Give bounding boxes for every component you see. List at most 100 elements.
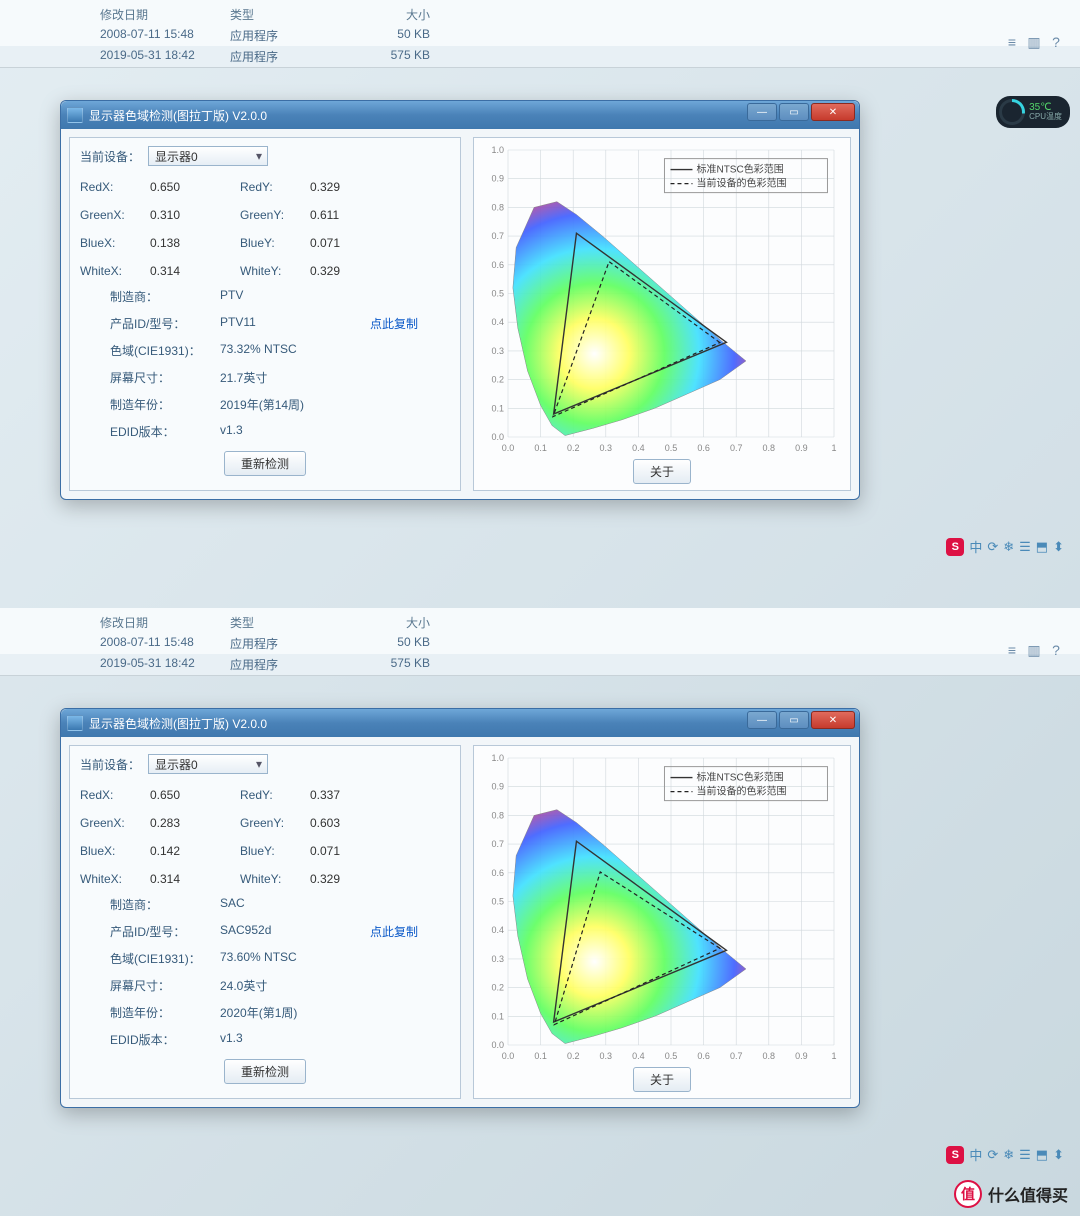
tray-icon[interactable]: 中 <box>969 1145 982 1164</box>
svg-text:0.4: 0.4 <box>491 317 504 327</box>
view-list-icon[interactable]: ≡ <box>1004 642 1020 658</box>
view-grid-icon[interactable]: ▥ <box>1026 34 1042 50</box>
maximize-button[interactable]: ▭ <box>779 103 809 121</box>
label-bluey: BlueY: <box>240 844 310 858</box>
file-row[interactable]: 2019-05-31 18:42 应用程序 575 KB <box>0 654 1080 675</box>
label-redy: RedY: <box>240 180 310 194</box>
file-row[interactable]: 2008-07-11 15:48 应用程序 50 KB <box>0 25 1080 46</box>
value-greenx: 0.283 <box>150 816 240 830</box>
info-pane: 当前设备： 显示器0 RedX: 0.650 RedY: 0.337 Green… <box>69 745 461 1099</box>
label-whitey: WhiteY: <box>240 872 310 886</box>
svg-text:0.1: 0.1 <box>534 1051 547 1061</box>
col-header-date[interactable]: 修改日期 <box>100 6 230 23</box>
label-redx: RedX: <box>80 788 150 802</box>
value-whitey: 0.329 <box>310 264 390 278</box>
file-type: 应用程序 <box>230 27 350 44</box>
sogou-icon[interactable]: S <box>946 538 964 556</box>
device-select[interactable]: 显示器0 <box>148 146 268 166</box>
app-icon <box>67 715 83 731</box>
tray-icon[interactable]: ☰ <box>1019 539 1031 555</box>
svg-text:0.8: 0.8 <box>491 810 504 820</box>
retest-button[interactable]: 重新检测 <box>224 1059 306 1084</box>
window-title: 显示器色域检测(图拉丁版) V2.0.0 <box>89 715 267 732</box>
value-greeny: 0.611 <box>310 208 390 222</box>
label-whitey: WhiteY: <box>240 264 310 278</box>
value-greenx: 0.310 <box>150 208 240 222</box>
label-bluex: BlueX: <box>80 236 150 250</box>
col-header-size[interactable]: 大小 <box>350 614 450 631</box>
tray-icon[interactable]: 中 <box>969 537 982 556</box>
tray-icon[interactable]: ☰ <box>1019 1147 1031 1163</box>
file-row[interactable]: 2019-05-31 18:42 应用程序 575 KB <box>0 46 1080 67</box>
value-redy: 0.337 <box>310 788 390 802</box>
copy-link[interactable]: 点此复制 <box>370 923 450 940</box>
titlebar[interactable]: 显示器色域检测(图拉丁版) V2.0.0 — ▭ ✕ <box>61 709 859 737</box>
svg-text:0.0: 0.0 <box>491 1040 504 1050</box>
svg-text:0.9: 0.9 <box>795 1051 808 1061</box>
tray-icon[interactable]: ❄ <box>1003 539 1014 555</box>
col-header-type[interactable]: 类型 <box>230 614 350 631</box>
svg-text:当前设备的色彩范围: 当前设备的色彩范围 <box>696 785 786 798</box>
help-icon[interactable]: ? <box>1048 34 1064 50</box>
label-redy: RedY: <box>240 788 310 802</box>
tray-icon[interactable]: ⟳ <box>987 1147 998 1163</box>
copy-link[interactable]: 点此复制 <box>370 315 450 332</box>
value-bluex: 0.142 <box>150 844 240 858</box>
tray-icon[interactable]: ⬒ <box>1036 1147 1048 1163</box>
svg-text:0.2: 0.2 <box>567 1051 580 1061</box>
col-header-date[interactable]: 修改日期 <box>100 614 230 631</box>
device-select[interactable]: 显示器0 <box>148 754 268 774</box>
label-bluey: BlueY: <box>240 236 310 250</box>
svg-text:0.8: 0.8 <box>763 443 776 453</box>
label-size: 屏幕尺寸： <box>110 369 220 386</box>
col-header-type[interactable]: 类型 <box>230 6 350 23</box>
tray-icon[interactable]: ⬍ <box>1053 1147 1064 1163</box>
value-whitex: 0.314 <box>150 264 240 278</box>
tray-icon[interactable]: ❄ <box>1003 1147 1014 1163</box>
view-grid-icon[interactable]: ▥ <box>1026 642 1042 658</box>
cpu-temperature-widget[interactable]: 27% 35℃ CPU温度 <box>996 96 1070 128</box>
view-list-icon[interactable]: ≡ <box>1004 34 1020 50</box>
minimize-button[interactable]: — <box>747 711 777 729</box>
value-edid: v1.3 <box>220 1031 370 1048</box>
svg-text:0.6: 0.6 <box>491 260 504 270</box>
svg-text:0.5: 0.5 <box>665 443 678 453</box>
explorer-view-icons: ≡ ▥ ? <box>1004 642 1064 658</box>
chart-pane: 0.00.00.10.10.20.20.30.30.40.40.50.50.60… <box>473 745 851 1099</box>
close-button[interactable]: ✕ <box>811 103 855 121</box>
chart-pane: 0.00.00.10.10.20.20.30.30.40.40.50.50.60… <box>473 137 851 491</box>
label-bluex: BlueX: <box>80 844 150 858</box>
file-list: 修改日期 类型 大小 2008-07-11 15:48 应用程序 50 KB 2… <box>0 608 1080 676</box>
svg-text:标准NTSC色彩范围: 标准NTSC色彩范围 <box>696 163 783 176</box>
minimize-button[interactable]: — <box>747 103 777 121</box>
value-bluey: 0.071 <box>310 844 390 858</box>
label-greeny: GreenY: <box>240 208 310 222</box>
help-icon[interactable]: ? <box>1048 642 1064 658</box>
label-gamut: 色域(CIE1931)： <box>110 950 220 967</box>
titlebar[interactable]: 显示器色域检测(图拉丁版) V2.0.0 — ▭ ✕ <box>61 101 859 129</box>
retest-button[interactable]: 重新检测 <box>224 451 306 476</box>
svg-text:0.3: 0.3 <box>491 346 504 356</box>
svg-text:0.5: 0.5 <box>491 289 504 299</box>
svg-text:0.5: 0.5 <box>491 897 504 907</box>
svg-text:0.6: 0.6 <box>697 1051 710 1061</box>
svg-text:1.0: 1.0 <box>491 145 504 155</box>
value-year: 2020年(第1周) <box>220 1004 370 1021</box>
col-header-size[interactable]: 大小 <box>350 6 450 23</box>
maximize-button[interactable]: ▭ <box>779 711 809 729</box>
file-size: 50 KB <box>350 635 450 652</box>
tray-icon[interactable]: ⬍ <box>1053 539 1064 555</box>
label-pid: 产品ID/型号： <box>110 923 220 940</box>
about-button[interactable]: 关于 <box>633 459 691 484</box>
label-year: 制造年份： <box>110 396 220 413</box>
value-redx: 0.650 <box>150 788 240 802</box>
label-year: 制造年份： <box>110 1004 220 1021</box>
smzdm-watermark: 值 什么值得买 <box>954 1180 1068 1208</box>
tray-icon[interactable]: ⬒ <box>1036 539 1048 555</box>
label-size: 屏幕尺寸： <box>110 977 220 994</box>
tray-icon[interactable]: ⟳ <box>987 539 998 555</box>
sogou-icon[interactable]: S <box>946 1146 964 1164</box>
about-button[interactable]: 关于 <box>633 1067 691 1092</box>
close-button[interactable]: ✕ <box>811 711 855 729</box>
file-row[interactable]: 2008-07-11 15:48 应用程序 50 KB <box>0 633 1080 654</box>
